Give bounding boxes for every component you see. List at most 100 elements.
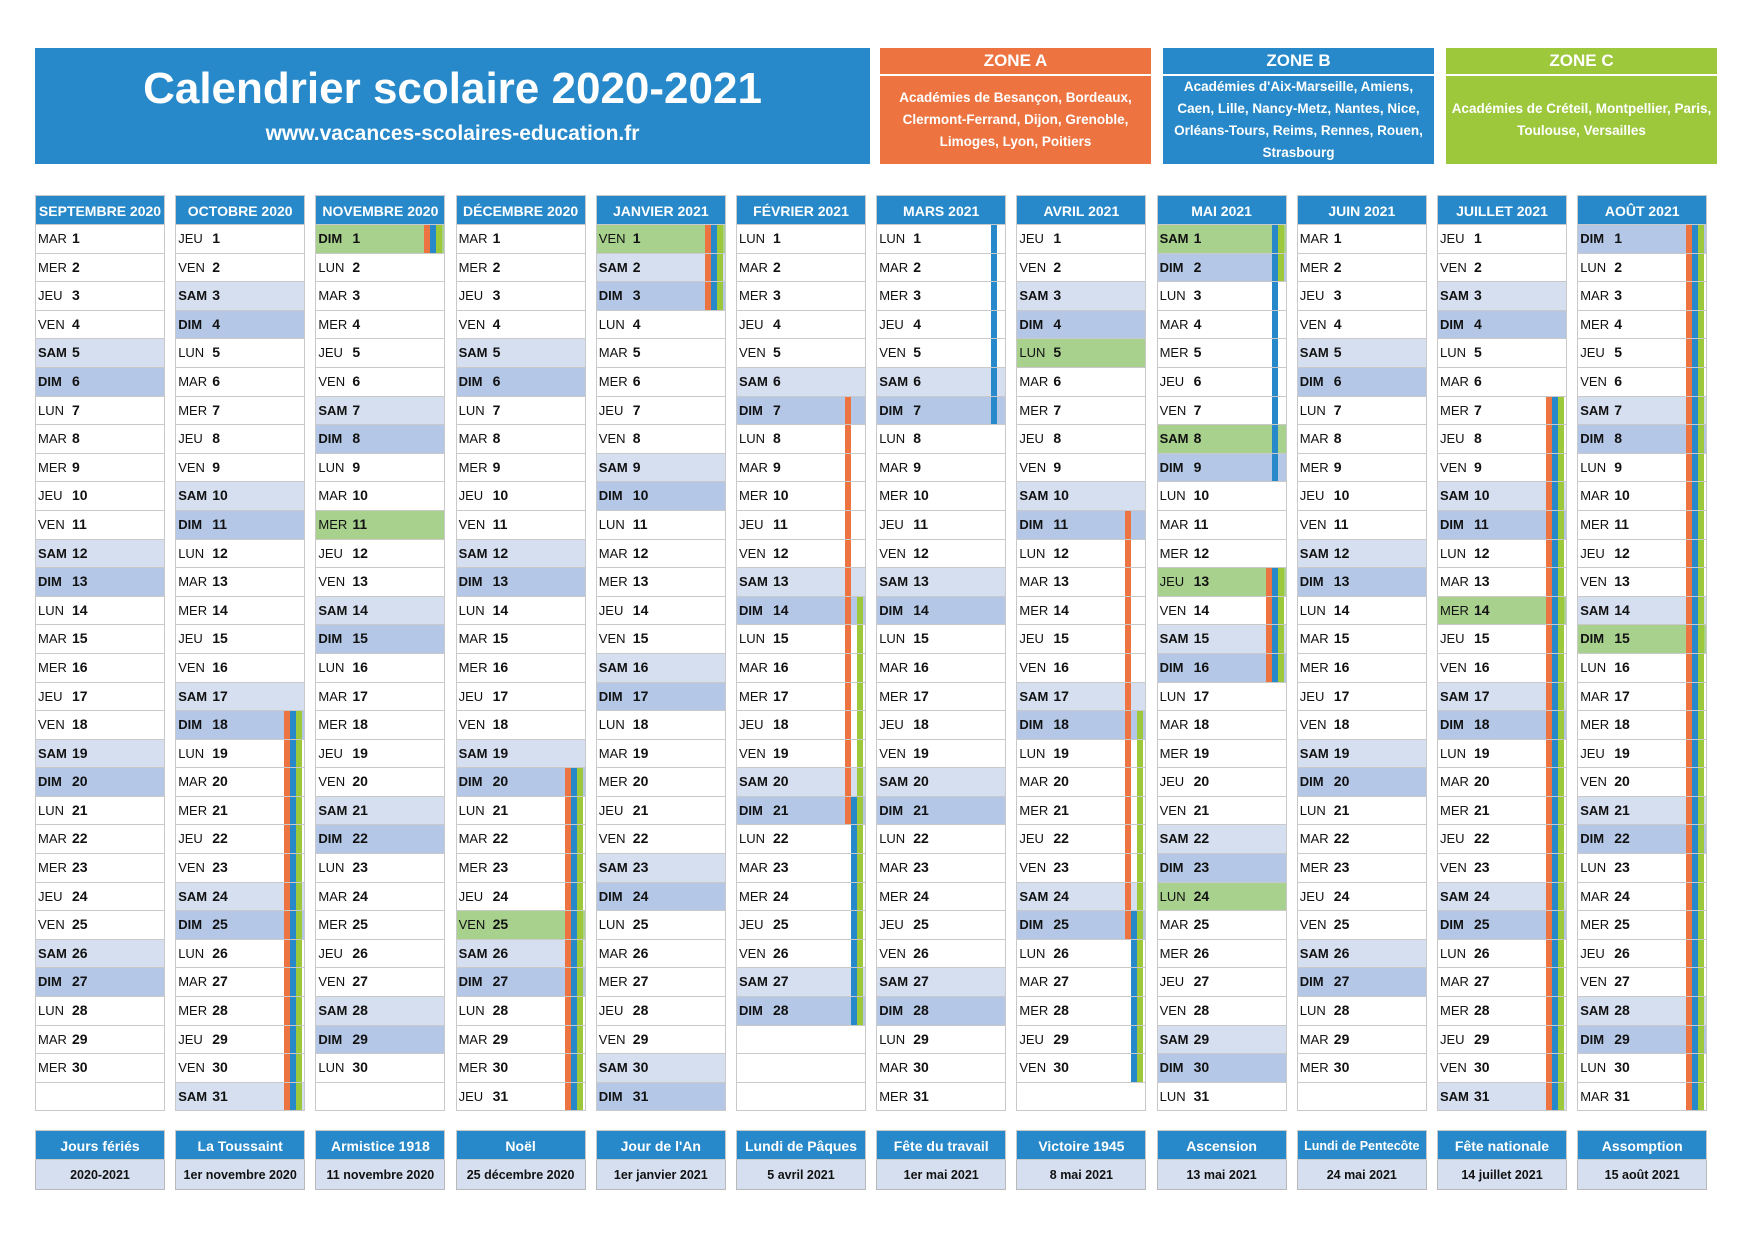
weekday-label: DIM (1440, 717, 1464, 733)
day-number: 10 (773, 487, 789, 504)
month-header: FÉVRIER 2021 (736, 195, 866, 225)
zone-b-vacation-bar (1552, 653, 1558, 682)
day-number: 27 (1053, 973, 1069, 990)
day-number: 28 (72, 1002, 88, 1019)
day-number: 7 (1193, 401, 1202, 418)
zone-b-vacation-bar (1552, 739, 1558, 768)
day-number: 14 (492, 601, 509, 618)
day-number: 14 (632, 601, 649, 618)
zone-a-legend: ZONE A Académies de Besançon, Bordeaux, … (880, 48, 1151, 164)
zone-c-vacation-bar (1698, 310, 1705, 339)
day-row: DIM 21 (876, 796, 1007, 826)
weekday-label: LUN (1580, 1060, 1607, 1076)
day-number: 5 (212, 344, 220, 361)
day-row: LUN 1 (876, 225, 1007, 254)
weekday-label: MAR (1019, 774, 1049, 790)
zone-a-vacation-bar (1125, 825, 1132, 854)
weekday-label: SAM (178, 888, 208, 904)
weekday-label: MER (38, 459, 67, 475)
holiday-date: 11 novembre 2020 (315, 1160, 446, 1190)
day-row: MER 9 (455, 453, 586, 483)
zone-a-vacation-bar (564, 825, 571, 854)
weekday-label: MER (1299, 659, 1329, 675)
day-row: SAM 12 (1296, 539, 1427, 569)
weekday-label: LUN (879, 831, 906, 847)
zone-a-vacation-bar (284, 796, 291, 825)
weekday-label: SAM (1440, 888, 1469, 904)
day-row: MER 11 (315, 510, 446, 540)
zone-c-vacation-bar (296, 939, 303, 968)
day-row: MAR 23 (736, 854, 866, 883)
weekday-label: MER (1159, 745, 1189, 761)
day-number: 9 (1193, 458, 1202, 475)
weekday-label: SAM (598, 1060, 628, 1076)
day-number: 15 (1053, 630, 1069, 647)
zone-a-vacation-bar (1686, 282, 1693, 310)
day-number: 13 (212, 573, 228, 590)
day-row: VEN 9 (1437, 453, 1567, 483)
holiday-title: Fête du travail (876, 1130, 1007, 1160)
day-number: 13 (773, 573, 789, 590)
day-row: VEN 4 (1296, 310, 1427, 340)
day-row: MAR 24 (315, 882, 446, 912)
day-number: 28 (1614, 1002, 1630, 1019)
zone-c-vacation-bar (1698, 425, 1705, 453)
day-number: 6 (1193, 372, 1202, 389)
site-url[interactable]: www.vacances-scolaires-education.fr (265, 122, 640, 145)
day-number: 29 (352, 1030, 368, 1047)
day-number: 30 (632, 1059, 649, 1076)
weekday-label: DIM (178, 717, 203, 733)
zone-c-vacation-bar (1698, 1082, 1705, 1111)
day-row: VEN 9 (175, 453, 306, 483)
weekday-label: LUN (1019, 945, 1046, 961)
day-row: LUN 26 (1437, 939, 1567, 969)
day-number: 5 (1333, 344, 1342, 361)
zone-b-vacation-bar (1271, 253, 1278, 282)
day-row: JEU 29 (1437, 1025, 1567, 1055)
day-row: MER 23 (1296, 854, 1427, 883)
weekday-label: MER (38, 860, 67, 876)
zone-c-vacation-bar (1698, 367, 1705, 396)
day-number: 27 (492, 973, 509, 990)
day-row: VEN 11 (455, 510, 586, 540)
zone-b-vacation-bar (570, 882, 577, 911)
day-row: VEN 16 (175, 653, 306, 683)
day-row: VEN 12 (876, 539, 1007, 569)
weekday-label: LUN (1159, 288, 1186, 304)
day-row: LUN 9 (1577, 453, 1708, 483)
zone-b-vacation-bar (1692, 596, 1699, 625)
day-row: MER 30 (455, 1054, 586, 1083)
zone-c-vacation-bar (576, 768, 583, 796)
day-number: 28 (773, 1002, 789, 1019)
zone-b-vacation-bar (1131, 911, 1138, 939)
weekday-label: SAM (458, 745, 488, 761)
day-row: JEU 8 (1016, 425, 1147, 454)
day-number: 30 (1193, 1059, 1210, 1076)
zone-b-vacation-bar (710, 253, 717, 282)
day-row: SAM 27 (736, 968, 866, 998)
day-number: 21 (1193, 801, 1210, 818)
day-row: SAM 19 (455, 739, 586, 769)
day-number: 24 (1333, 887, 1350, 904)
weekday-label: JEU (458, 288, 484, 304)
day-row: VEN 20 (315, 768, 446, 797)
zone-b-vacation-bar (290, 1082, 297, 1111)
weekday-label: VEN (1299, 316, 1327, 332)
zone-b-vacation-bar (710, 282, 717, 310)
weekday-label: MAR (879, 259, 909, 275)
holiday-card: Lundi de Pentecôte 24 mai 2021 (1296, 1130, 1427, 1190)
weekday-label: DIM (1019, 516, 1044, 532)
day-row: MAR 27 (1016, 968, 1147, 998)
weekday-label: VEN (1159, 602, 1187, 618)
weekday-label: VEN (1159, 1003, 1187, 1019)
zone-a-vacation-bar (1546, 596, 1552, 625)
weekday-label: LUN (38, 402, 65, 418)
zone-c-vacation-bar (576, 1025, 583, 1054)
weekday-label: DIM (1580, 1031, 1605, 1047)
day-number: 3 (492, 287, 501, 304)
weekday-label: JEU (1440, 831, 1465, 847)
day-number: 5 (632, 344, 641, 361)
weekday-label: LUN (739, 631, 766, 647)
zone-c-vacation-bar (1698, 854, 1705, 882)
weekday-label: SAM (879, 574, 909, 590)
